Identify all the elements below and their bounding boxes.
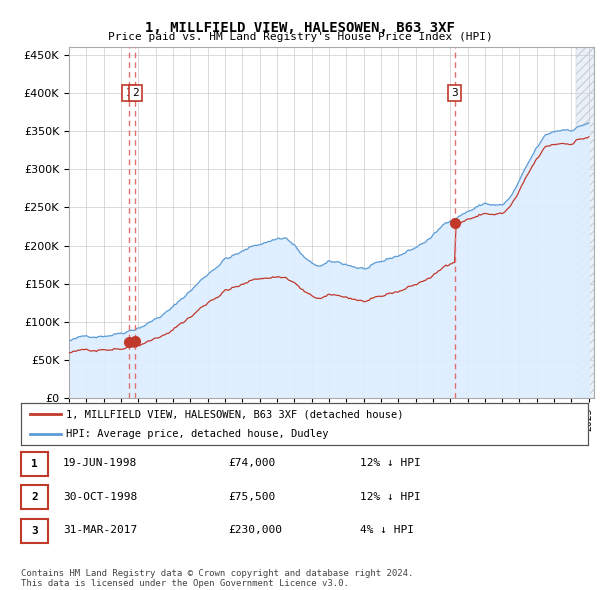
Text: 30-OCT-1998: 30-OCT-1998 <box>63 491 137 502</box>
Text: 12% ↓ HPI: 12% ↓ HPI <box>360 491 421 502</box>
Text: 19-JUN-1998: 19-JUN-1998 <box>63 458 137 468</box>
Bar <box>576 47 600 398</box>
Text: £230,000: £230,000 <box>228 525 282 535</box>
Text: 1: 1 <box>125 88 133 98</box>
Text: Price paid vs. HM Land Registry's House Price Index (HPI): Price paid vs. HM Land Registry's House … <box>107 32 493 42</box>
Text: £75,500: £75,500 <box>228 491 275 502</box>
Text: 3: 3 <box>451 88 458 98</box>
Text: 12% ↓ HPI: 12% ↓ HPI <box>360 458 421 468</box>
Bar <box>576 47 600 398</box>
Text: 1, MILLFIELD VIEW, HALESOWEN, B63 3XF: 1, MILLFIELD VIEW, HALESOWEN, B63 3XF <box>145 21 455 35</box>
Text: 2: 2 <box>132 88 139 98</box>
Text: 1: 1 <box>31 459 38 468</box>
Text: 1, MILLFIELD VIEW, HALESOWEN, B63 3XF (detached house): 1, MILLFIELD VIEW, HALESOWEN, B63 3XF (d… <box>67 409 404 419</box>
Text: 2: 2 <box>31 493 38 502</box>
Text: 31-MAR-2017: 31-MAR-2017 <box>63 525 137 535</box>
Text: Contains HM Land Registry data © Crown copyright and database right 2024.
This d: Contains HM Land Registry data © Crown c… <box>21 569 413 588</box>
Text: 3: 3 <box>31 526 38 536</box>
Text: 4% ↓ HPI: 4% ↓ HPI <box>360 525 414 535</box>
Text: £74,000: £74,000 <box>228 458 275 468</box>
Text: HPI: Average price, detached house, Dudley: HPI: Average price, detached house, Dudl… <box>67 429 329 439</box>
